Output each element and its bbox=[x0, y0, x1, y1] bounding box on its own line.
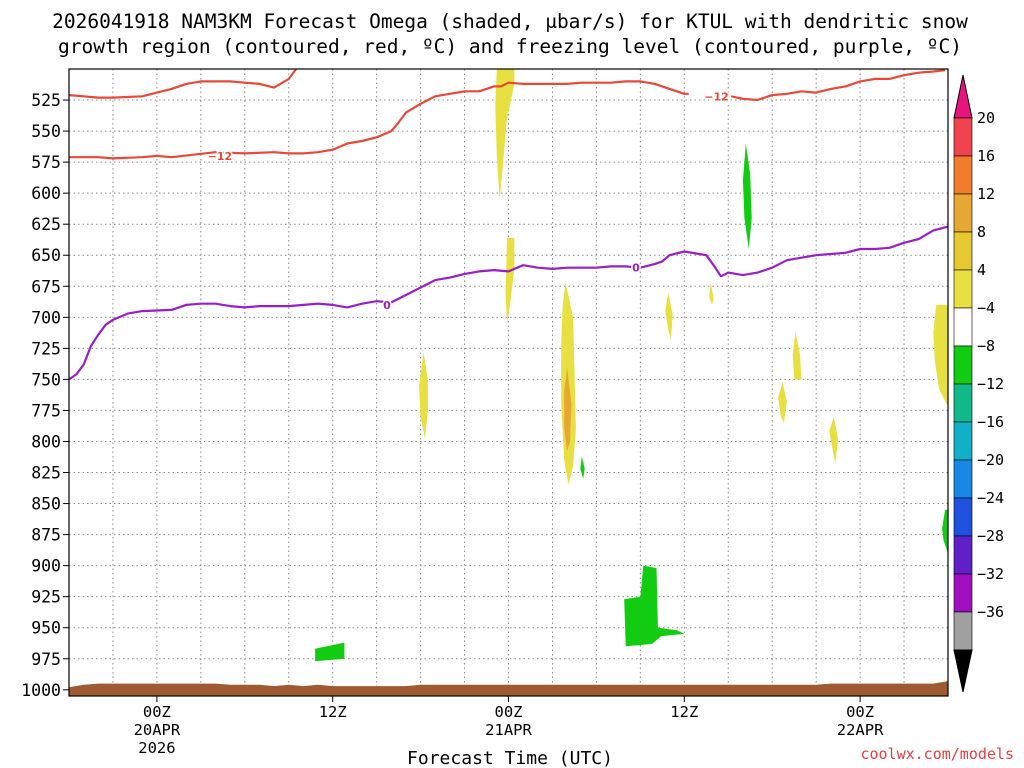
colorbar-label: −4 bbox=[977, 299, 995, 317]
y-axis-ticks: 525 550 575 600 625 650 675 700 725 750 775 800 825 8… bbox=[21, 91, 69, 700]
x-axis-label: Forecast Time (UTC) bbox=[407, 748, 613, 768]
y-tick-label: 825 bbox=[31, 464, 61, 483]
colorbar-segment bbox=[953, 383, 973, 423]
colorbar-label: 20 bbox=[977, 109, 995, 127]
omega-region-green-edge-07z bbox=[942, 509, 948, 554]
colorbar-segment bbox=[953, 611, 973, 651]
colorbar-label: −20 bbox=[977, 451, 1004, 469]
y-tick-label: 575 bbox=[31, 153, 61, 172]
y-tick-label: 750 bbox=[31, 370, 61, 389]
colorbar-label: 4 bbox=[977, 261, 986, 279]
contour-label: 0 bbox=[632, 262, 640, 275]
x-tick-label: 21APR bbox=[485, 721, 532, 739]
grid-lines bbox=[69, 69, 948, 696]
contour-line-2 bbox=[730, 69, 946, 102]
contour-label: −12 bbox=[704, 90, 729, 103]
y-tick-label: 900 bbox=[31, 557, 61, 576]
colorbar-label: −16 bbox=[977, 413, 1004, 431]
x-tick-label: 12Z bbox=[319, 703, 347, 721]
colorbar-label: −24 bbox=[977, 489, 1004, 507]
x-tick-label: 00Z bbox=[495, 703, 523, 721]
credit-text: coolwx.com/models bbox=[860, 745, 1014, 763]
x-tick-label: 12Z bbox=[670, 703, 698, 721]
colorbar-bottom-arrow bbox=[953, 649, 973, 693]
y-tick-label: 700 bbox=[31, 308, 61, 327]
omega-region-yellow-cell-22z bbox=[829, 416, 839, 464]
colorbar-segment bbox=[953, 269, 973, 309]
chart-title-line-2: growth region (contoured, red, ºC) and f… bbox=[58, 35, 962, 58]
y-tick-label: 775 bbox=[31, 401, 61, 420]
omega-region-yellow-edge-06z bbox=[933, 304, 948, 407]
y-tick-label: 675 bbox=[31, 277, 61, 296]
y-tick-label: 1000 bbox=[21, 681, 61, 700]
y-tick-label: 800 bbox=[31, 432, 61, 451]
colorbar-label: 12 bbox=[977, 185, 995, 203]
omega-shading bbox=[315, 69, 948, 662]
colorbar-segment bbox=[953, 421, 973, 461]
contour-lines bbox=[68, 68, 949, 381]
colorbar-segment bbox=[953, 345, 973, 385]
colorbar-label: −12 bbox=[977, 375, 1004, 393]
x-tick-label: 20APR bbox=[134, 721, 181, 739]
colorbar-segment bbox=[953, 497, 973, 537]
x-tick-label: 22APR bbox=[837, 721, 884, 739]
y-tick-label: 850 bbox=[31, 495, 61, 514]
contour-line-3 bbox=[68, 225, 949, 381]
colorbar-label: 8 bbox=[977, 223, 986, 241]
terrain-fill bbox=[69, 681, 948, 696]
contour-label: 0 bbox=[383, 299, 391, 312]
y-tick-label: 600 bbox=[31, 184, 61, 203]
y-tick-label: 925 bbox=[31, 588, 61, 607]
omega-region-yellow-plume-00z bbox=[495, 69, 515, 200]
colorbar-label: −36 bbox=[977, 603, 1004, 621]
colorbar-segment bbox=[953, 535, 973, 575]
y-tick-label: 725 bbox=[31, 339, 61, 358]
contour-line-1 bbox=[68, 68, 297, 99]
terrain-surface bbox=[69, 681, 948, 696]
omega-region-yellow-cell-19z-b bbox=[778, 381, 787, 423]
y-tick-label: 650 bbox=[31, 246, 61, 265]
colorbar-segment bbox=[953, 231, 973, 271]
colorbar-segment bbox=[953, 573, 973, 613]
y-tick-label: 875 bbox=[31, 526, 61, 545]
colorbar-label: −32 bbox=[977, 565, 1004, 583]
omega-region-green-cell-16z bbox=[742, 143, 752, 249]
y-tick-label: 625 bbox=[31, 215, 61, 234]
colorbar-segment bbox=[953, 117, 973, 157]
x-tick-label: 00Z bbox=[846, 703, 874, 721]
colorbar-label: −8 bbox=[977, 337, 995, 355]
colorbar: 20 16 12 8 4 −4 −8 −12 −16 −20 −24 −28 −32 −36 bbox=[953, 74, 1004, 693]
omega-region-green-cell-04z bbox=[580, 456, 585, 479]
contour-line-0 bbox=[69, 80, 689, 160]
colorbar-top-arrow bbox=[953, 74, 973, 119]
omega-region-yellow-cell-19z-a bbox=[792, 332, 802, 380]
colorbar-segment bbox=[953, 155, 973, 195]
chart-title-line-1: 2026041918 NAM3KM Forecast Omega (shaded… bbox=[52, 10, 968, 33]
contour-labels: −12 −12 0 0 bbox=[206, 89, 730, 314]
omega-region-yellow-cell-16z bbox=[709, 282, 714, 305]
y-tick-label: 950 bbox=[31, 619, 61, 638]
y-tick-label: 550 bbox=[31, 122, 61, 141]
omega-region-yellow-cell-10z bbox=[665, 292, 673, 340]
colorbar-segment bbox=[953, 193, 973, 233]
colorbar-label: 16 bbox=[977, 147, 995, 165]
plot-area: −12 −12 0 0 bbox=[68, 68, 949, 697]
contour-label: −12 bbox=[208, 150, 233, 163]
x-tick-label: 2026 bbox=[138, 739, 175, 757]
x-tick-label: 00Z bbox=[143, 703, 171, 721]
omega-region-green-block-08z bbox=[624, 565, 685, 647]
omega-region-orange-core-03z bbox=[564, 367, 572, 452]
omega-region-yellow-cell-18z bbox=[419, 352, 428, 439]
y-tick-label: 525 bbox=[31, 91, 61, 110]
colorbar-label: −28 bbox=[977, 527, 1004, 545]
y-tick-label: 975 bbox=[31, 650, 61, 669]
omega-region-green-block-13z bbox=[315, 642, 345, 662]
colorbar-segment bbox=[953, 307, 973, 347]
omega-region-yellow-streak-00z bbox=[505, 237, 515, 324]
colorbar-segment bbox=[953, 459, 973, 499]
